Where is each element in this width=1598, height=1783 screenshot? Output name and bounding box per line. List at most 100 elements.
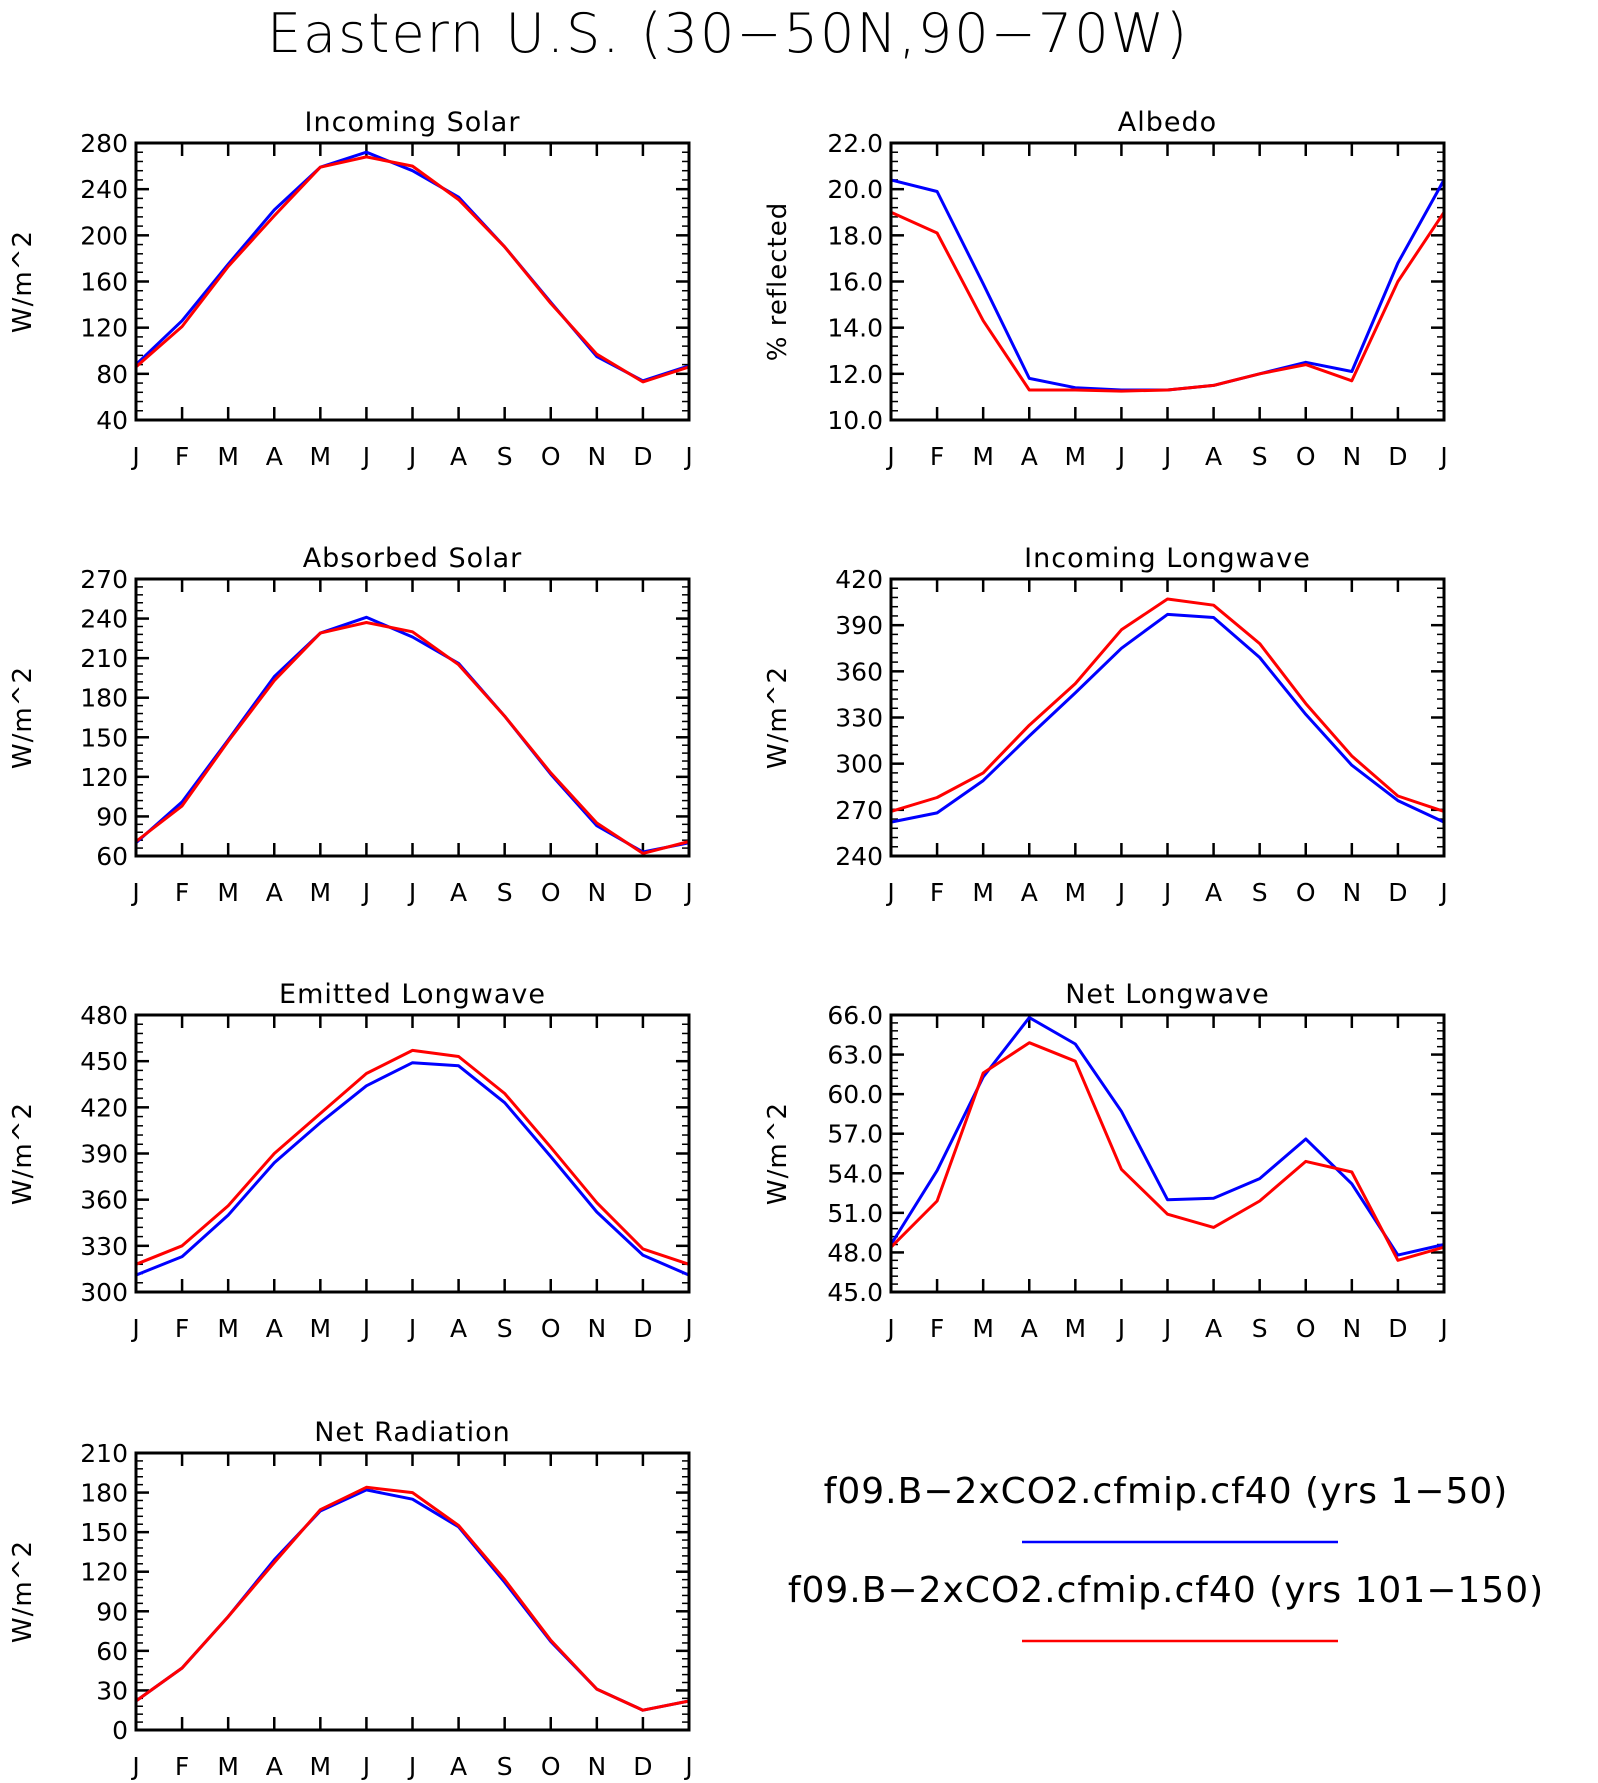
plot-frame — [889, 141, 1446, 422]
y-tick-label: 420 — [80, 1093, 128, 1122]
y-tick-label: 0 — [112, 1716, 128, 1745]
x-tick-label: J — [885, 442, 894, 471]
x-tick-label: M — [1065, 878, 1087, 907]
x-tick-label: J — [361, 442, 370, 471]
y-tick-label: 120 — [80, 1558, 128, 1587]
plot-frame — [134, 1013, 691, 1294]
y-tick-label: 240 — [80, 175, 128, 204]
plot-frame — [134, 1451, 691, 1732]
chart-panel-2: Albedo % reflected 10.0 12.0 14.0 16.0 18.0 20.… — [763, 107, 1448, 471]
x-tick-label: F — [930, 1314, 944, 1343]
y-tick-label: 420 — [835, 565, 883, 594]
x-tick-label: A — [450, 442, 467, 471]
y-tick-label: 10.0 — [827, 406, 883, 435]
y-tick-label: 150 — [80, 723, 128, 752]
x-tick-label: N — [1342, 878, 1361, 907]
x-tick-label: J — [1162, 878, 1171, 907]
x-tick-label: S — [497, 442, 513, 471]
y-tick-label: 18.0 — [827, 221, 883, 250]
x-tick-label: A — [1205, 878, 1222, 907]
x-tick-label: F — [175, 1314, 189, 1343]
x-tick-label: J — [361, 1314, 370, 1343]
series-line-yrs-101-150 — [135, 1048, 690, 1266]
x-tick-label: J — [1162, 442, 1171, 471]
x-tick-label: S — [497, 1314, 513, 1343]
chart-panel-4: Incoming Longwave W/m^2 240 270 300 330 360 390… — [763, 543, 1448, 907]
x-tick-label: M — [310, 1314, 332, 1343]
x-tick-label: J — [1438, 442, 1447, 471]
y-tick-label: 80 — [96, 360, 128, 389]
y-axis-label: W/m^2 — [763, 666, 793, 769]
x-tick-label: F — [175, 1752, 189, 1781]
x-tick-label: A — [1021, 442, 1038, 471]
y-tick-label: 330 — [80, 1232, 128, 1261]
x-tick-label: S — [497, 1752, 513, 1781]
x-tick-label: J — [885, 1314, 894, 1343]
x-tick-label: F — [930, 878, 944, 907]
x-tick-label: J — [683, 1752, 692, 1781]
x-tick-label: J — [407, 442, 416, 471]
y-tick-label: 40 — [96, 406, 128, 435]
series-line-yrs-101-150 — [135, 1485, 690, 1712]
x-tick-label: M — [217, 878, 239, 907]
x-tick-label: A — [450, 1752, 467, 1781]
y-tick-label: 480 — [80, 1001, 128, 1030]
x-tick-label: M — [310, 1752, 332, 1781]
x-tick-label: M — [972, 1314, 994, 1343]
x-tick-label: J — [130, 878, 139, 907]
x-tick-label: J — [1438, 878, 1447, 907]
y-tick-label: 66.0 — [827, 1001, 883, 1030]
x-tick-label: A — [266, 442, 283, 471]
x-tick-label: D — [633, 442, 652, 471]
x-tick-label: J — [1162, 1314, 1171, 1343]
x-tick-label: J — [683, 878, 692, 907]
x-tick-label: A — [266, 1314, 283, 1343]
x-tick-label: D — [1388, 442, 1407, 471]
x-tick-label: M — [310, 878, 332, 907]
x-tick-label: F — [930, 442, 944, 471]
y-tick-label: 60.0 — [827, 1080, 883, 1109]
series-line-yrs-1-50 — [134, 150, 690, 383]
legend-label-1: f09.B−2xCO2.cfmip.cf40 (yrs 1−50) — [824, 1471, 1509, 1512]
panel-title: Absorbed Solar — [303, 543, 523, 574]
legend: f09.B−2xCO2.cfmip.cf40 (yrs 1−50) f09.B−… — [788, 1471, 1543, 1643]
x-tick-label: A — [1021, 1314, 1038, 1343]
x-tick-label: J — [1116, 878, 1125, 907]
chart-panel-5: Emitted Longwave W/m^2 300 330 360 390 420 450 4… — [8, 979, 693, 1343]
panel-title: Incoming Longwave — [1024, 543, 1311, 574]
panels: Incoming Solar W/m^2 40 80 120 160 200 240 280 J F… — [8, 107, 1448, 1781]
plot-frame — [134, 577, 691, 858]
series-line-yrs-1-50 — [889, 1016, 1445, 1257]
y-tick-label: 90 — [96, 1597, 128, 1626]
series-line-yrs-1-50 — [135, 1061, 690, 1277]
x-tick-label: O — [1296, 1314, 1316, 1343]
y-tick-label: 30 — [96, 1676, 128, 1705]
y-tick-label: 240 — [80, 605, 128, 634]
y-tick-label: 51.0 — [827, 1199, 883, 1228]
x-tick-label: O — [541, 1752, 561, 1781]
x-tick-label: N — [587, 442, 606, 471]
y-tick-label: 54.0 — [827, 1159, 883, 1188]
x-tick-label: J — [407, 1752, 416, 1781]
y-tick-label: 200 — [80, 221, 128, 250]
x-tick-label: S — [1252, 1314, 1268, 1343]
x-tick-label: J — [130, 1752, 139, 1781]
x-tick-label: J — [683, 442, 692, 471]
y-tick-label: 90 — [96, 802, 128, 831]
x-tick-label: O — [1296, 442, 1316, 471]
x-tick-label: A — [1205, 1314, 1222, 1343]
series-line-yrs-101-150 — [889, 1041, 1445, 1262]
y-tick-label: 120 — [80, 314, 128, 343]
y-tick-label: 60 — [96, 842, 128, 871]
x-tick-label: M — [217, 1752, 239, 1781]
series-line-yrs-101-150 — [890, 597, 1445, 813]
x-tick-label: J — [1116, 442, 1125, 471]
y-tick-label: 180 — [80, 684, 128, 713]
x-tick-label: J — [407, 878, 416, 907]
series-line-yrs-1-50 — [135, 615, 690, 854]
y-axis-label: W/m^2 — [8, 230, 38, 333]
y-tick-label: 300 — [80, 1278, 128, 1307]
y-tick-label: 280 — [80, 129, 128, 158]
plot-frame — [889, 1013, 1446, 1294]
